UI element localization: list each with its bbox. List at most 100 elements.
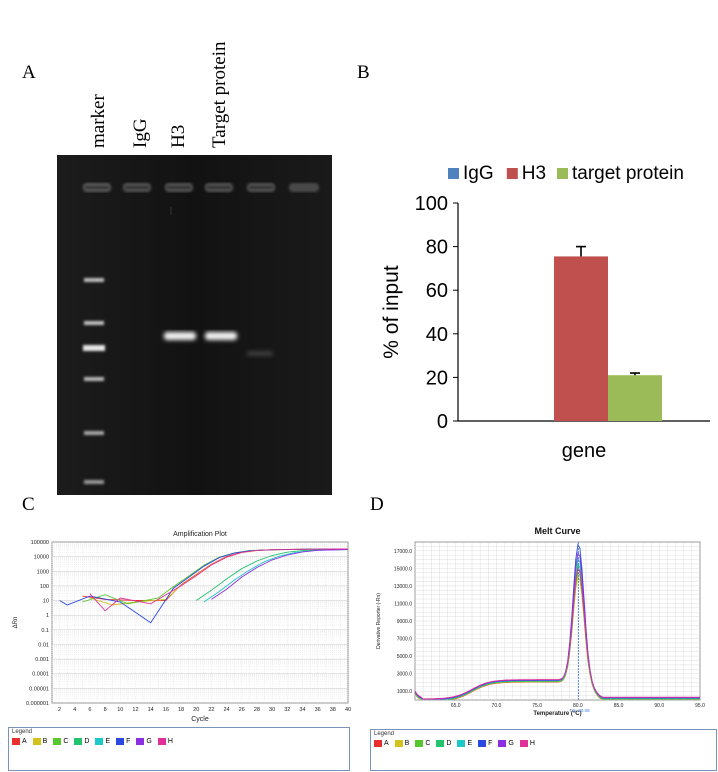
y-tick-label: 9000.0	[397, 619, 413, 625]
melt-legend-swatch	[394, 740, 403, 747]
y-tick-label: 17000.0	[394, 549, 412, 555]
x-tick-label: 16	[163, 707, 169, 713]
x-tick-label: 32	[284, 707, 290, 713]
y-axis-label: Derivative Reporter (-Rn)	[376, 593, 382, 649]
melt-legend: Legend A B C D E F G H	[370, 729, 717, 771]
melt-legend-label: G	[508, 740, 514, 747]
melt-legend-label: E	[467, 740, 473, 747]
melt-legend-item-f: F	[478, 740, 492, 747]
x-tick-label: 2	[58, 707, 61, 713]
amp-legend-label: G	[146, 738, 152, 745]
bar-chart: IgG H3 target protein 0 20 40 60 80 100 % of inp…	[380, 163, 710, 462]
x-tick-label: 4	[73, 707, 76, 713]
melt-legend-label: F	[488, 740, 493, 747]
x-tick-label: 28	[254, 707, 260, 713]
y-tick-label: 100	[415, 193, 448, 215]
melt-legend-item-h: H	[519, 740, 535, 747]
amp-legend-swatch	[53, 738, 62, 745]
lane-label-target-protein: Target protein	[209, 41, 230, 148]
melt-legend-label: D	[446, 740, 452, 747]
x-tick-label: 34	[299, 707, 305, 713]
amp-legend-item-g: G	[136, 738, 152, 745]
bar-axes: 0 20 40 60 80 100 % of input gene	[380, 193, 710, 462]
y-tick-label: 0.0001	[32, 672, 49, 678]
melt-legend-label: H	[529, 740, 535, 747]
melt-legend-item-e: E	[457, 740, 472, 747]
bar-h3	[554, 256, 608, 421]
amp-legend-swatch	[74, 738, 83, 745]
x-tick-label: 24	[224, 707, 230, 713]
amplification-plot: Amplification Plot1000001000010001001010…	[13, 531, 351, 723]
amp-legend-item-c: C	[53, 738, 68, 745]
gel-wells	[83, 183, 319, 192]
amp-legend-item-f: F	[116, 738, 130, 745]
x-tick-label: 10	[117, 707, 123, 713]
panel-letter-c: C	[22, 494, 35, 515]
legend-swatch-h3	[506, 168, 518, 179]
bar-target-protein	[608, 375, 662, 421]
amp-legend-label: C	[63, 738, 69, 745]
y-tick-label: 11000.0	[394, 601, 412, 607]
amplification-legend-title: Legend	[12, 729, 33, 735]
amp-legend-label: A	[22, 738, 27, 745]
y-tick-label: 0.000001	[26, 701, 49, 707]
lane-label-igg: IgG	[130, 118, 151, 148]
melt-legend-item-d: D	[436, 740, 451, 747]
sample-bands	[164, 332, 273, 356]
x-tick-label: 6	[88, 707, 91, 713]
legend-label-target-protein: target protein	[572, 163, 684, 184]
amplification-curve-g	[211, 549, 349, 600]
y-tick-label: 1000.0	[397, 689, 413, 695]
melt-legend-swatch	[498, 740, 507, 747]
x-tick-label: 95.0	[695, 703, 705, 709]
x-tick-label: 90.0	[654, 703, 664, 709]
amp-legend-label: F	[126, 738, 131, 745]
y-tick-label: 20	[426, 367, 448, 389]
x-tick-label: 20	[193, 707, 199, 713]
x-category-label: gene	[562, 440, 607, 462]
amp-legend-swatch	[157, 738, 166, 745]
tm-annotation: Tm: 80.08	[569, 708, 590, 713]
y-tick-label: 15000.0	[394, 566, 412, 572]
melt-legend-label: B	[404, 740, 410, 747]
amp-legend-item-b: B	[32, 738, 47, 745]
grid	[51, 541, 349, 704]
amp-legend-item-a: A	[12, 738, 27, 745]
y-axis-label: % of input	[380, 265, 403, 359]
y-tick-label: 10	[43, 599, 49, 605]
x-tick-label: 38	[330, 707, 336, 713]
x-tick-label: 8	[104, 707, 107, 713]
y-axis-label: ΔRn	[13, 617, 19, 629]
x-axis-label: Temperature (°C)	[533, 711, 581, 717]
x-tick-label: 65.0	[451, 703, 461, 709]
y-tick-label: 0.00001	[29, 686, 49, 692]
plot-area	[51, 541, 349, 704]
amp-legend-swatch	[136, 738, 145, 745]
legend-label-igg: IgG	[463, 163, 494, 184]
amplification-curve-h	[89, 548, 349, 612]
melt-legend-swatch	[478, 740, 487, 747]
y-tick-label: 0.01	[38, 642, 49, 648]
melt-legend-swatch	[415, 740, 424, 747]
x-tick-label: 30	[269, 707, 275, 713]
amplification-curve-d	[195, 548, 349, 601]
amp-legend-swatch	[32, 738, 41, 745]
melt-legend-swatch	[519, 740, 528, 747]
marker-ladder	[83, 278, 105, 484]
legend-swatch-igg	[448, 168, 459, 179]
amp-legend-swatch	[95, 738, 104, 745]
x-tick-label: 75.0	[532, 703, 542, 709]
melt-title: Melt Curve	[534, 526, 580, 536]
melt-legend-item-g: G	[498, 740, 514, 747]
x-tick-label: 40	[345, 707, 351, 713]
x-tick-label: 36	[315, 707, 321, 713]
y-tick-label: 60	[426, 280, 448, 302]
melt-legend-swatch	[436, 740, 445, 747]
y-tick-label: 0.1	[41, 628, 49, 634]
y-tick-label: 10000	[34, 555, 49, 561]
legend-swatch-target-protein	[557, 168, 568, 179]
x-tick-label: 22	[208, 707, 214, 713]
x-tick-label: 26	[239, 707, 245, 713]
amp-legend-item-e: E	[95, 738, 110, 745]
bar-marks	[554, 245, 662, 421]
